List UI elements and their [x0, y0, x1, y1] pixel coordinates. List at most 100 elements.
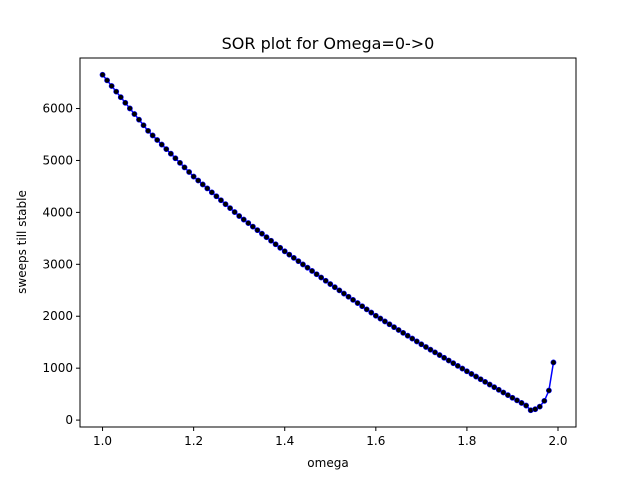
data-point — [354, 300, 361, 306]
data-point — [514, 397, 520, 404]
data-point — [204, 185, 211, 192]
data-point — [122, 99, 129, 106]
data-point — [391, 324, 397, 331]
data-point — [336, 287, 343, 294]
data-point — [486, 381, 493, 388]
data-point — [500, 389, 507, 396]
data-point — [536, 403, 543, 410]
data-point — [268, 237, 274, 244]
data-point — [145, 127, 151, 134]
data-point — [236, 213, 243, 219]
data-point — [126, 105, 133, 112]
data-point — [505, 392, 511, 399]
data-point — [158, 141, 165, 148]
data-point — [491, 384, 498, 391]
data-point — [409, 335, 416, 342]
data-point — [473, 373, 479, 380]
data-point — [313, 271, 320, 278]
data-point — [104, 77, 111, 84]
data-point — [495, 386, 502, 393]
data-point — [350, 296, 356, 303]
axes-frame — [79, 57, 577, 428]
data-point — [309, 268, 315, 274]
data-point — [231, 209, 238, 215]
x-tick-label: 1.2 — [184, 434, 203, 448]
data-point — [286, 251, 293, 258]
data-point — [545, 387, 552, 394]
data-point — [136, 116, 142, 123]
x-axis-label: omega — [307, 456, 348, 470]
data-point — [140, 122, 147, 129]
data-point — [327, 281, 334, 287]
data-point — [368, 309, 375, 316]
data-point — [395, 327, 402, 333]
data-point — [427, 346, 434, 353]
data-point — [99, 71, 106, 78]
data-point — [245, 220, 252, 226]
x-tick-label: 1.4 — [275, 434, 294, 448]
data-point — [509, 394, 516, 401]
data-point — [195, 177, 202, 184]
data-point — [331, 284, 338, 291]
data-point — [300, 261, 306, 268]
x-tick-label: 1.0 — [93, 434, 112, 448]
data-point — [227, 205, 233, 212]
data-point — [400, 329, 407, 336]
y-tick-label: 1000 — [42, 361, 73, 375]
data-point — [295, 258, 302, 265]
data-point — [199, 181, 206, 188]
y-tick-label: 3000 — [42, 257, 73, 271]
x-tick-label: 1.6 — [366, 434, 385, 448]
data-point — [382, 318, 388, 325]
data-point — [441, 354, 448, 361]
data-point — [277, 244, 284, 251]
data-point — [423, 344, 429, 350]
data-point — [372, 312, 379, 319]
data-point — [341, 290, 347, 297]
data-point — [432, 349, 438, 356]
y-axis-label: sweeps till stable — [15, 190, 29, 294]
data-point — [249, 223, 256, 230]
data-point — [263, 234, 270, 241]
data-point — [113, 88, 120, 95]
data-point — [386, 321, 393, 328]
data-point — [218, 197, 224, 204]
y-tick-label: 0 — [65, 413, 73, 427]
data-point — [181, 164, 188, 171]
data-point — [377, 315, 384, 322]
data-point — [550, 359, 557, 366]
data-point — [459, 365, 466, 372]
data-point — [208, 189, 215, 196]
data-point — [281, 248, 288, 255]
data-point — [131, 111, 138, 117]
data-point — [450, 360, 457, 367]
data-point — [413, 338, 420, 345]
data-point — [482, 378, 489, 385]
y-tick-label: 2000 — [42, 309, 73, 323]
data-point — [322, 277, 329, 284]
data-point — [186, 169, 192, 175]
data-point — [518, 400, 525, 406]
data-point — [117, 94, 124, 101]
y-tick-label: 5000 — [42, 153, 73, 167]
data-point — [418, 341, 425, 348]
x-tick-label: 2.0 — [548, 434, 567, 448]
data-point — [541, 397, 548, 404]
data-point — [259, 230, 265, 237]
data-point — [240, 216, 247, 223]
data-point — [464, 368, 470, 375]
data-point — [468, 371, 475, 377]
data-point — [363, 306, 370, 313]
data-point — [177, 159, 183, 166]
data-point — [222, 201, 229, 208]
data-point — [272, 241, 279, 248]
data-point — [163, 146, 170, 153]
data-point — [532, 406, 539, 413]
data-point — [213, 193, 220, 200]
plot-area: 0 1000 2000 3000 4000 5000 6000 1.0 1.2 1.4 1.6 1.8… — [42, 71, 568, 448]
data-point — [359, 303, 366, 310]
data-point — [167, 150, 174, 157]
data-point — [523, 402, 530, 409]
data-point — [154, 137, 161, 143]
